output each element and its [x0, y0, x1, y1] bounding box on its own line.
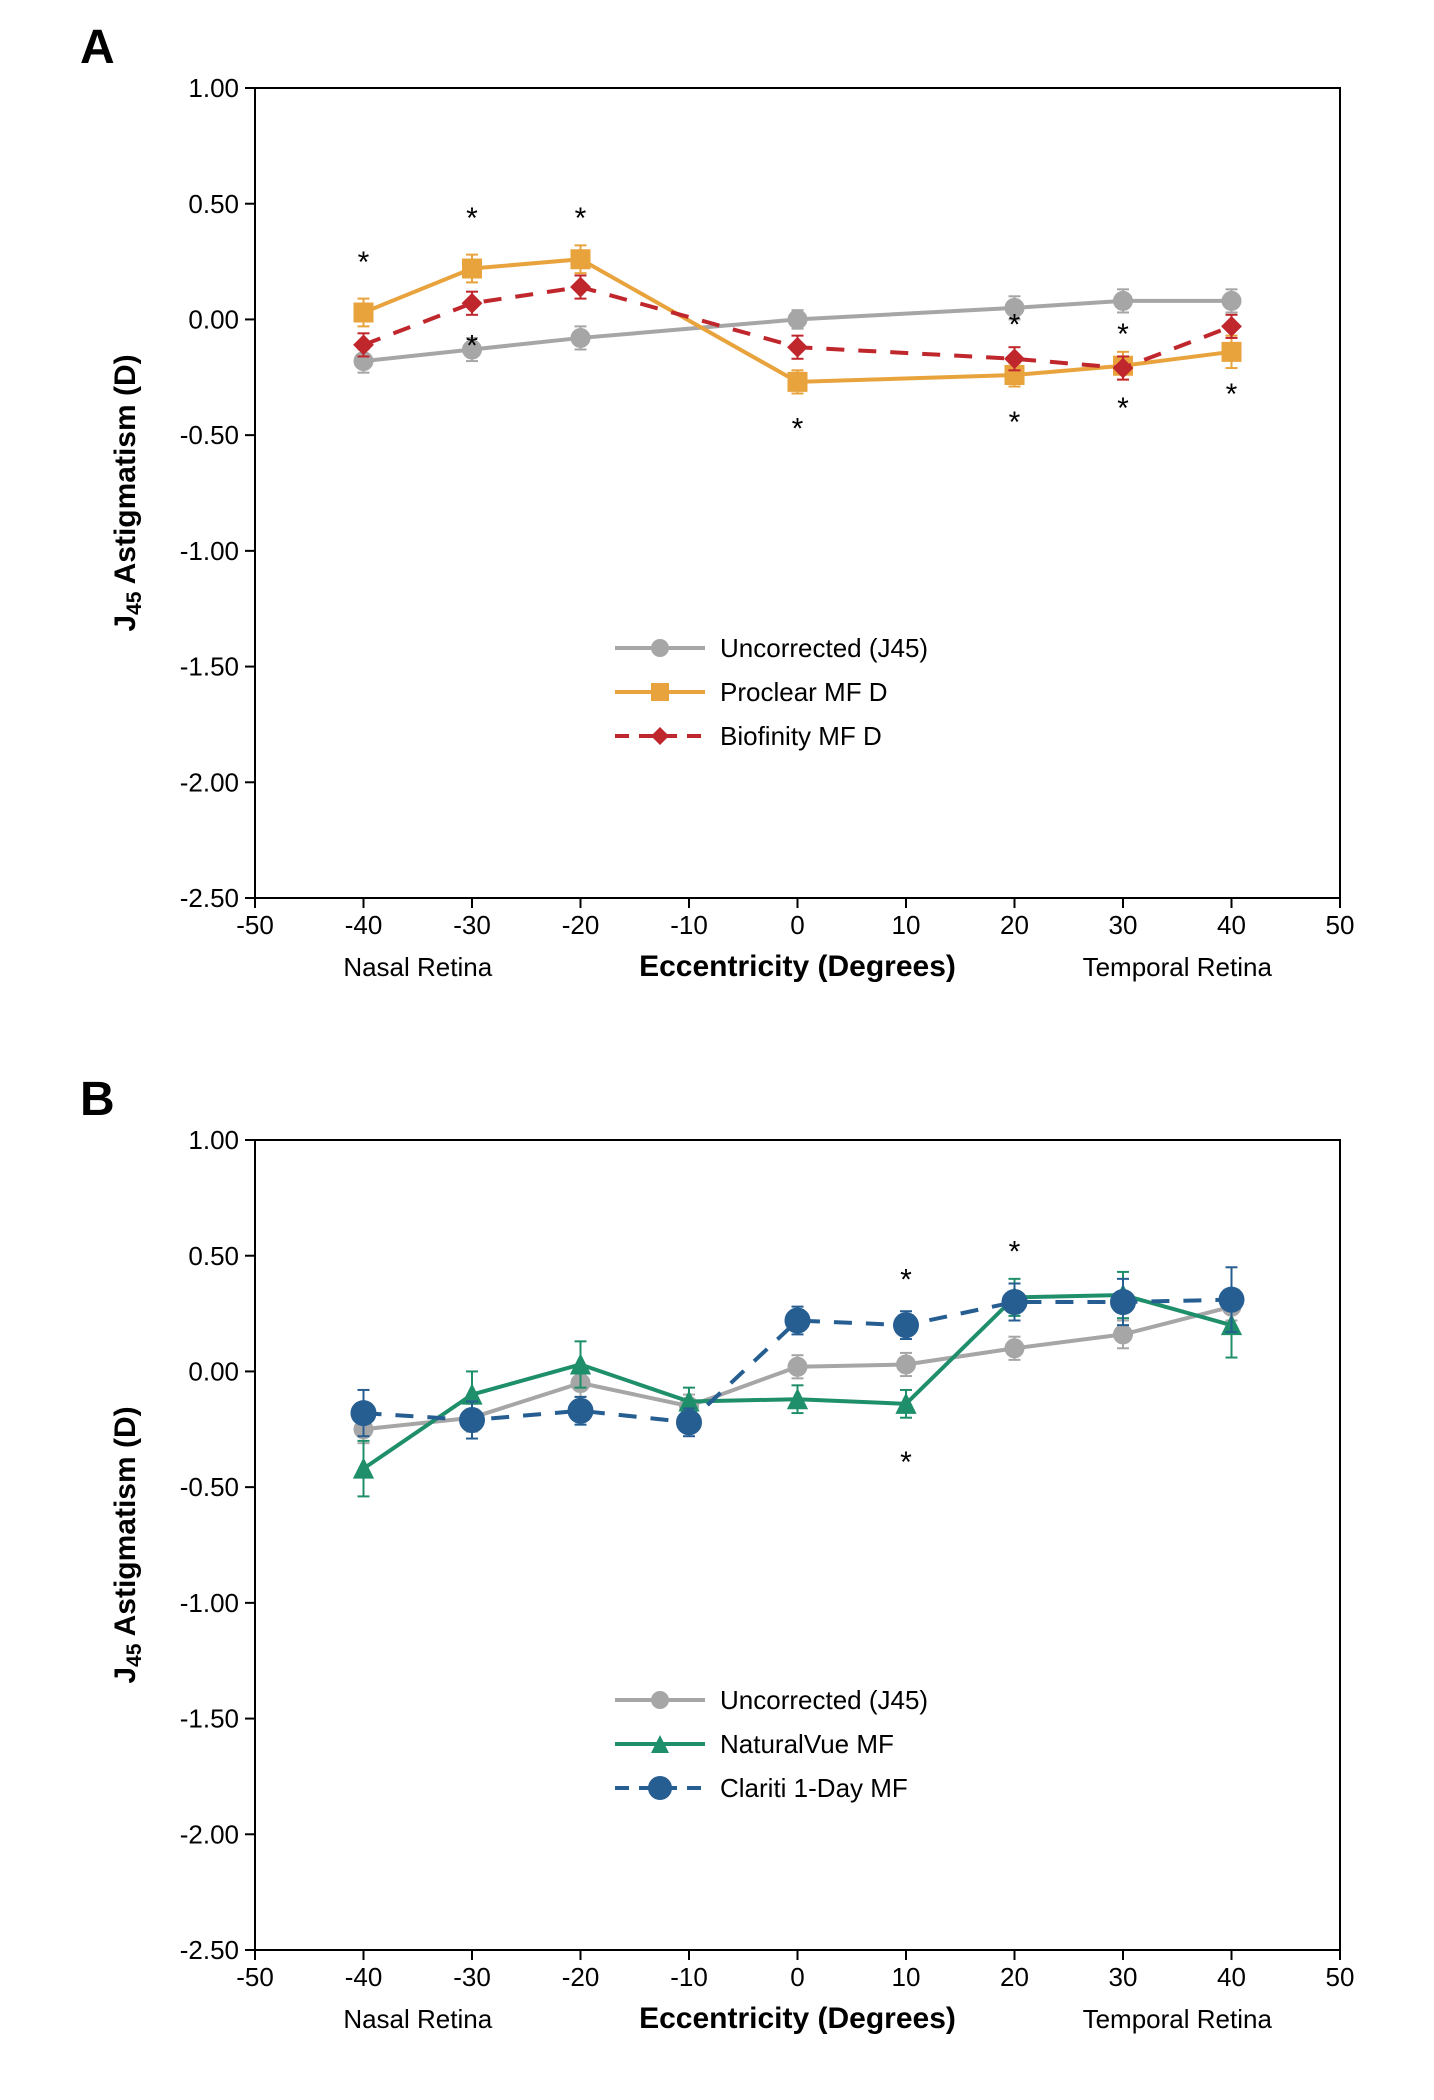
- svg-text:*: *: [575, 202, 587, 235]
- svg-text:-2.00: -2.00: [180, 767, 239, 797]
- svg-text:40: 40: [1217, 1962, 1246, 1992]
- svg-text:-1.00: -1.00: [180, 1588, 239, 1618]
- svg-text:-1.00: -1.00: [180, 536, 239, 566]
- svg-text:*: *: [1009, 309, 1021, 342]
- svg-text:-40: -40: [345, 910, 383, 940]
- svg-text:*: *: [900, 1446, 912, 1479]
- svg-text:10: 10: [892, 1962, 921, 1992]
- svg-text:-30: -30: [453, 910, 491, 940]
- svg-text:Biofinity MF D: Biofinity MF D: [720, 721, 882, 751]
- svg-text:-50: -50: [236, 910, 274, 940]
- svg-text:Uncorrected (J45): Uncorrected (J45): [720, 1685, 928, 1715]
- panel-b: -50 -40 -30 -20 -10 0 10 20 30 40 50 -2.50 -2.00 -1.5…: [0, 1050, 1434, 2100]
- svg-text:*: *: [792, 413, 804, 446]
- svg-text:0.00: 0.00: [188, 305, 239, 335]
- svg-text:Eccentricity (Degrees): Eccentricity (Degrees): [639, 2002, 956, 2035]
- svg-text:0: 0: [790, 1962, 804, 1992]
- svg-text:Temporal Retina: Temporal Retina: [1083, 952, 1273, 982]
- svg-text:*: *: [900, 1263, 912, 1296]
- svg-text:50: 50: [1326, 1962, 1355, 1992]
- svg-text:-1.50: -1.50: [180, 652, 239, 682]
- svg-text:20: 20: [1000, 1962, 1029, 1992]
- svg-text:NaturalVue MF: NaturalVue MF: [720, 1729, 894, 1759]
- svg-text:20: 20: [1000, 910, 1029, 940]
- svg-text:0.50: 0.50: [188, 1241, 239, 1271]
- svg-text:-30: -30: [453, 1962, 491, 1992]
- svg-text:-1.50: -1.50: [180, 1704, 239, 1734]
- svg-text:*: *: [1117, 318, 1129, 351]
- svg-text:-20: -20: [562, 910, 600, 940]
- svg-text:Nasal Retina: Nasal Retina: [343, 952, 492, 982]
- svg-text:-10: -10: [670, 910, 708, 940]
- svg-text:1.00: 1.00: [188, 1125, 239, 1155]
- svg-text:-20: -20: [562, 1962, 600, 1992]
- svg-text:0.00: 0.00: [188, 1357, 239, 1387]
- svg-text:Clariti 1-Day MF: Clariti 1-Day MF: [720, 1773, 908, 1803]
- svg-text:Proclear MF D: Proclear MF D: [720, 677, 888, 707]
- svg-text:Eccentricity (Degrees): Eccentricity (Degrees): [639, 950, 956, 983]
- svg-text:50: 50: [1326, 910, 1355, 940]
- svg-text:J45 Astigmatism (D): J45 Astigmatism (D): [109, 1406, 146, 1683]
- svg-text:10: 10: [892, 910, 921, 940]
- svg-text:0.50: 0.50: [188, 189, 239, 219]
- svg-text:-0.50: -0.50: [180, 420, 239, 450]
- svg-text:-10: -10: [670, 1962, 708, 1992]
- svg-text:Temporal Retina: Temporal Retina: [1083, 2004, 1273, 2034]
- svg-text:*: *: [1226, 378, 1238, 411]
- panel-a: -50 -40 -30 -20 -10 0 10 20 30 40 50 -2.50 -2.00 -1.5…: [0, 0, 1434, 1050]
- svg-text:*: *: [1009, 406, 1021, 439]
- svg-text:-2.50: -2.50: [180, 883, 239, 913]
- svg-text:*: *: [466, 202, 478, 235]
- svg-text:30: 30: [1109, 910, 1138, 940]
- svg-text:*: *: [466, 329, 478, 362]
- svg-text:*: *: [1009, 1236, 1021, 1269]
- svg-text:0: 0: [790, 910, 804, 940]
- svg-text:1.00: 1.00: [188, 73, 239, 103]
- svg-text:*: *: [358, 246, 370, 279]
- svg-text:*: *: [1117, 392, 1129, 425]
- svg-text:30: 30: [1109, 1962, 1138, 1992]
- svg-text:-40: -40: [345, 1962, 383, 1992]
- svg-text:-50: -50: [236, 1962, 274, 1992]
- svg-text:40: 40: [1217, 910, 1246, 940]
- svg-text:Uncorrected (J45): Uncorrected (J45): [720, 633, 928, 663]
- svg-text:-0.50: -0.50: [180, 1472, 239, 1502]
- svg-text:-2.00: -2.00: [180, 1819, 239, 1849]
- svg-text:-2.50: -2.50: [180, 1935, 239, 1965]
- svg-text:J45 Astigmatism (D): J45 Astigmatism (D): [109, 354, 146, 631]
- svg-text:Nasal Retina: Nasal Retina: [343, 2004, 492, 2034]
